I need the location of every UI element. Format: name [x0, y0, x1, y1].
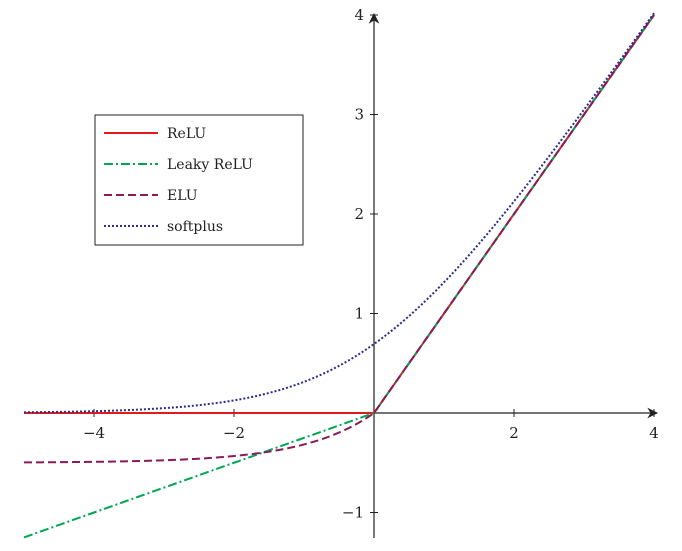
legend-label: ReLU	[167, 126, 206, 142]
series-line-leaky-relu	[23, 14, 655, 539]
series-line-elu	[23, 14, 655, 464]
y-tick-label: 1	[354, 305, 364, 323]
y-tick-label: 3	[354, 106, 364, 124]
series-line-softplus	[23, 12, 655, 414]
x-tick-label: −4	[83, 424, 105, 442]
legend-label: Leaky ReLU	[167, 157, 253, 173]
y-tick-label: −1	[342, 504, 364, 522]
y-tick-label: 4	[354, 6, 364, 24]
axes: −4 −2 2 4 −1 1 2 3 4	[25, 6, 659, 538]
legend-label: ELU	[167, 188, 198, 204]
y-tick-label: 2	[354, 205, 364, 223]
legend: ReLU Leaky ReLU ELU softplus	[94, 114, 304, 246]
series-lines	[23, 12, 655, 539]
legend-label: softplus	[167, 219, 223, 235]
x-tick-label: 4	[649, 424, 659, 442]
x-tick-label: −2	[223, 424, 245, 442]
legend-box	[94, 114, 304, 246]
x-tick-label: 2	[509, 424, 519, 442]
